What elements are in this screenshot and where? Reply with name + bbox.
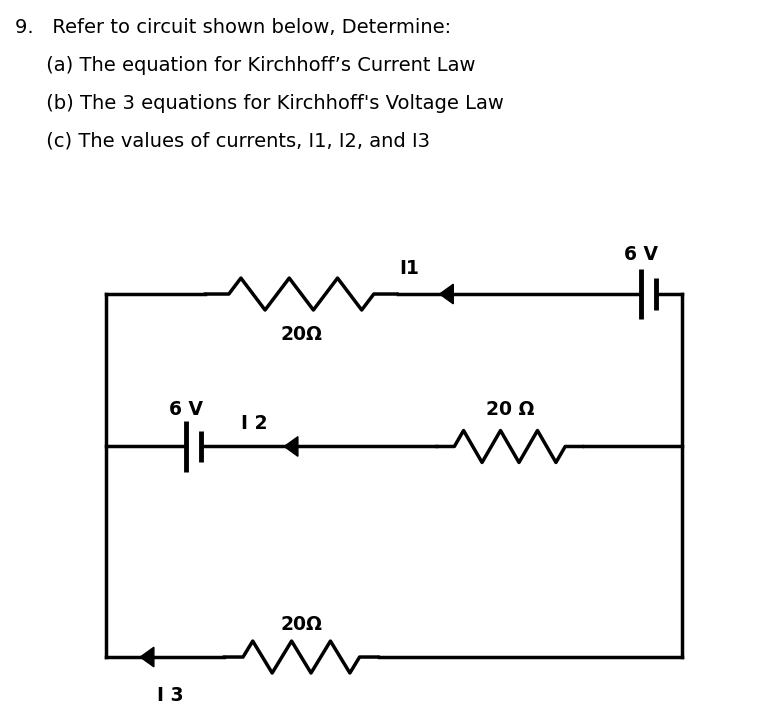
- Text: (b) The 3 equations for Kirchhoff's Voltage Law: (b) The 3 equations for Kirchhoff's Volt…: [15, 94, 504, 113]
- Polygon shape: [440, 285, 453, 303]
- Polygon shape: [140, 648, 154, 666]
- Text: 9.   Refer to circuit shown below, Determine:: 9. Refer to circuit shown below, Determi…: [15, 18, 451, 37]
- Text: 20 Ω: 20 Ω: [486, 400, 534, 419]
- Text: 6 V: 6 V: [624, 245, 657, 264]
- Text: 6 V: 6 V: [169, 400, 202, 419]
- Polygon shape: [284, 436, 298, 457]
- Text: 20Ω: 20Ω: [280, 615, 322, 634]
- Text: I 2: I 2: [241, 415, 267, 433]
- Text: (a) The equation for Kirchhoff’s Current Law: (a) The equation for Kirchhoff’s Current…: [15, 56, 476, 75]
- Text: I 3: I 3: [157, 686, 184, 705]
- Text: I1: I1: [399, 259, 419, 278]
- Text: (c) The values of currents, I1, I2, and I3: (c) The values of currents, I1, I2, and …: [15, 131, 430, 150]
- Text: 20Ω: 20Ω: [280, 325, 322, 343]
